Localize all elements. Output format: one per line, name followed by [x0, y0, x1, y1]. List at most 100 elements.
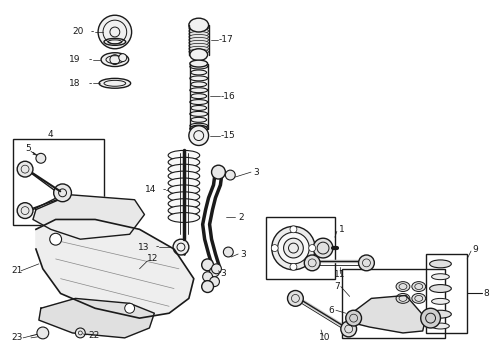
- Circle shape: [17, 203, 33, 219]
- Text: -: -: [89, 79, 92, 88]
- Ellipse shape: [432, 298, 449, 304]
- Ellipse shape: [190, 123, 208, 128]
- Ellipse shape: [189, 46, 209, 51]
- Circle shape: [278, 232, 309, 264]
- Ellipse shape: [189, 18, 209, 32]
- Ellipse shape: [191, 70, 207, 75]
- Ellipse shape: [412, 293, 426, 303]
- Bar: [426, 254, 467, 333]
- Ellipse shape: [396, 282, 410, 292]
- Ellipse shape: [189, 28, 209, 33]
- Ellipse shape: [168, 178, 200, 188]
- Text: 4: 4: [48, 130, 53, 139]
- Text: 14: 14: [145, 185, 156, 194]
- Circle shape: [346, 310, 362, 326]
- Ellipse shape: [190, 60, 208, 67]
- Bar: [13, 139, 104, 225]
- Circle shape: [225, 170, 235, 180]
- Text: 12: 12: [147, 255, 159, 264]
- Circle shape: [313, 238, 333, 258]
- Text: 11: 11: [334, 270, 345, 279]
- Circle shape: [290, 264, 297, 270]
- Text: 2: 2: [238, 213, 244, 222]
- Circle shape: [36, 153, 46, 163]
- Text: 1: 1: [339, 225, 344, 234]
- Circle shape: [98, 15, 132, 49]
- Text: 9: 9: [472, 244, 478, 253]
- Ellipse shape: [430, 285, 451, 292]
- Circle shape: [173, 239, 189, 255]
- Circle shape: [54, 184, 72, 202]
- Ellipse shape: [189, 32, 209, 36]
- Circle shape: [125, 303, 135, 313]
- Ellipse shape: [168, 199, 200, 208]
- Ellipse shape: [168, 157, 200, 167]
- Text: 18: 18: [69, 79, 80, 88]
- Circle shape: [288, 291, 303, 306]
- Text: 23: 23: [11, 333, 23, 342]
- Ellipse shape: [412, 282, 426, 292]
- Text: 13: 13: [138, 243, 149, 252]
- Circle shape: [50, 233, 62, 245]
- Text: 10: 10: [319, 333, 331, 342]
- Ellipse shape: [99, 78, 131, 88]
- Text: 19: 19: [69, 55, 80, 64]
- Circle shape: [421, 308, 441, 328]
- Circle shape: [210, 277, 220, 287]
- Text: -: -: [89, 55, 92, 64]
- Text: 21: 21: [11, 266, 23, 275]
- Ellipse shape: [168, 150, 200, 160]
- Ellipse shape: [168, 192, 200, 202]
- Ellipse shape: [101, 53, 129, 67]
- Circle shape: [359, 255, 374, 271]
- Ellipse shape: [190, 100, 208, 104]
- Ellipse shape: [189, 40, 209, 45]
- Ellipse shape: [430, 260, 451, 268]
- Circle shape: [75, 328, 85, 338]
- Circle shape: [203, 272, 213, 282]
- Ellipse shape: [189, 37, 209, 42]
- Circle shape: [271, 245, 278, 252]
- Ellipse shape: [191, 105, 207, 111]
- Circle shape: [202, 281, 214, 292]
- Circle shape: [341, 321, 357, 337]
- Text: -15: -15: [220, 131, 235, 140]
- Text: -17: -17: [219, 35, 233, 44]
- Polygon shape: [36, 220, 194, 318]
- Ellipse shape: [432, 274, 449, 280]
- Ellipse shape: [190, 125, 208, 132]
- Text: -16: -16: [220, 92, 235, 101]
- Ellipse shape: [190, 49, 208, 60]
- Circle shape: [17, 161, 33, 177]
- Circle shape: [37, 327, 49, 339]
- Ellipse shape: [168, 171, 200, 181]
- Ellipse shape: [189, 49, 209, 54]
- Ellipse shape: [190, 112, 208, 116]
- Ellipse shape: [168, 206, 200, 216]
- Circle shape: [309, 245, 316, 252]
- Ellipse shape: [189, 35, 209, 39]
- Text: -: -: [156, 243, 159, 252]
- Circle shape: [210, 267, 220, 277]
- Circle shape: [223, 247, 233, 257]
- Text: 8: 8: [484, 289, 490, 298]
- Text: 6: 6: [328, 306, 334, 315]
- Ellipse shape: [104, 39, 126, 45]
- Text: 5: 5: [25, 144, 31, 153]
- Ellipse shape: [191, 117, 207, 122]
- Ellipse shape: [189, 43, 209, 48]
- Ellipse shape: [168, 164, 200, 174]
- Circle shape: [119, 54, 127, 62]
- Circle shape: [212, 264, 221, 274]
- Ellipse shape: [432, 323, 449, 329]
- Circle shape: [272, 226, 315, 270]
- Circle shape: [290, 226, 297, 233]
- Ellipse shape: [168, 212, 200, 222]
- Ellipse shape: [168, 185, 200, 195]
- Polygon shape: [33, 195, 145, 239]
- Polygon shape: [39, 298, 154, 338]
- Ellipse shape: [191, 82, 207, 87]
- Circle shape: [189, 126, 209, 145]
- Text: 22: 22: [88, 332, 99, 341]
- Ellipse shape: [189, 26, 209, 31]
